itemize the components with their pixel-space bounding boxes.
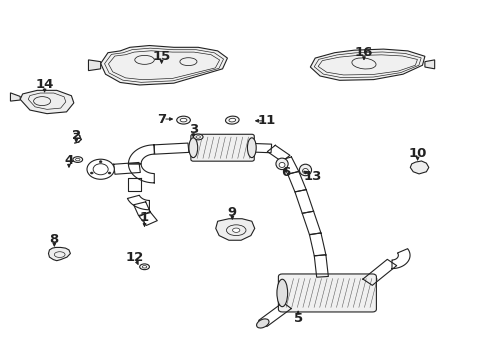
Text: 8: 8 [50,233,59,246]
Ellipse shape [247,138,256,158]
Text: 5: 5 [293,311,302,325]
Polygon shape [362,259,396,285]
Polygon shape [314,255,327,277]
Polygon shape [280,157,298,174]
Text: 13: 13 [303,170,321,183]
Text: 14: 14 [35,78,54,91]
Ellipse shape [279,162,285,167]
Text: 1: 1 [140,211,149,224]
Ellipse shape [188,138,197,158]
Circle shape [108,172,111,174]
Polygon shape [287,172,305,192]
Circle shape [99,161,102,163]
Text: 12: 12 [125,251,143,264]
Circle shape [87,159,114,179]
Text: 3: 3 [188,123,198,136]
Polygon shape [88,60,101,71]
FancyBboxPatch shape [278,274,376,312]
Polygon shape [309,233,325,256]
Polygon shape [133,202,150,216]
Ellipse shape [299,164,311,176]
Polygon shape [215,219,254,240]
Polygon shape [409,161,428,174]
Polygon shape [48,247,70,261]
Ellipse shape [228,118,235,122]
Ellipse shape [276,279,287,307]
Polygon shape [20,90,74,114]
Text: 4: 4 [64,154,73,167]
Text: 11: 11 [257,114,275,127]
Text: 10: 10 [407,147,426,159]
Ellipse shape [275,158,287,170]
Circle shape [93,164,108,175]
Ellipse shape [73,157,82,162]
Text: 7: 7 [157,113,166,126]
Polygon shape [251,143,271,153]
Polygon shape [310,49,424,80]
Ellipse shape [75,158,80,161]
Ellipse shape [193,134,203,140]
Text: 16: 16 [354,46,372,59]
Polygon shape [139,212,157,225]
Ellipse shape [140,264,149,270]
Polygon shape [424,60,434,69]
Ellipse shape [302,168,308,174]
Polygon shape [128,178,141,191]
Ellipse shape [180,118,186,122]
Text: 6: 6 [281,166,290,179]
Polygon shape [128,145,154,164]
Polygon shape [10,93,20,101]
Text: 15: 15 [152,50,170,63]
Polygon shape [258,302,291,327]
Ellipse shape [256,319,268,328]
Polygon shape [294,190,313,213]
Polygon shape [391,249,409,269]
Polygon shape [302,211,320,235]
Ellipse shape [225,116,239,124]
Circle shape [90,172,93,174]
Polygon shape [128,164,154,183]
Polygon shape [101,45,227,85]
Ellipse shape [142,266,146,268]
Polygon shape [113,162,140,174]
Text: 2: 2 [72,129,81,142]
Polygon shape [267,145,289,162]
Text: 9: 9 [227,206,236,219]
Polygon shape [127,195,149,210]
Ellipse shape [232,228,240,232]
Polygon shape [154,143,188,154]
FancyBboxPatch shape [190,134,254,161]
Ellipse shape [176,116,190,124]
Ellipse shape [196,136,200,138]
